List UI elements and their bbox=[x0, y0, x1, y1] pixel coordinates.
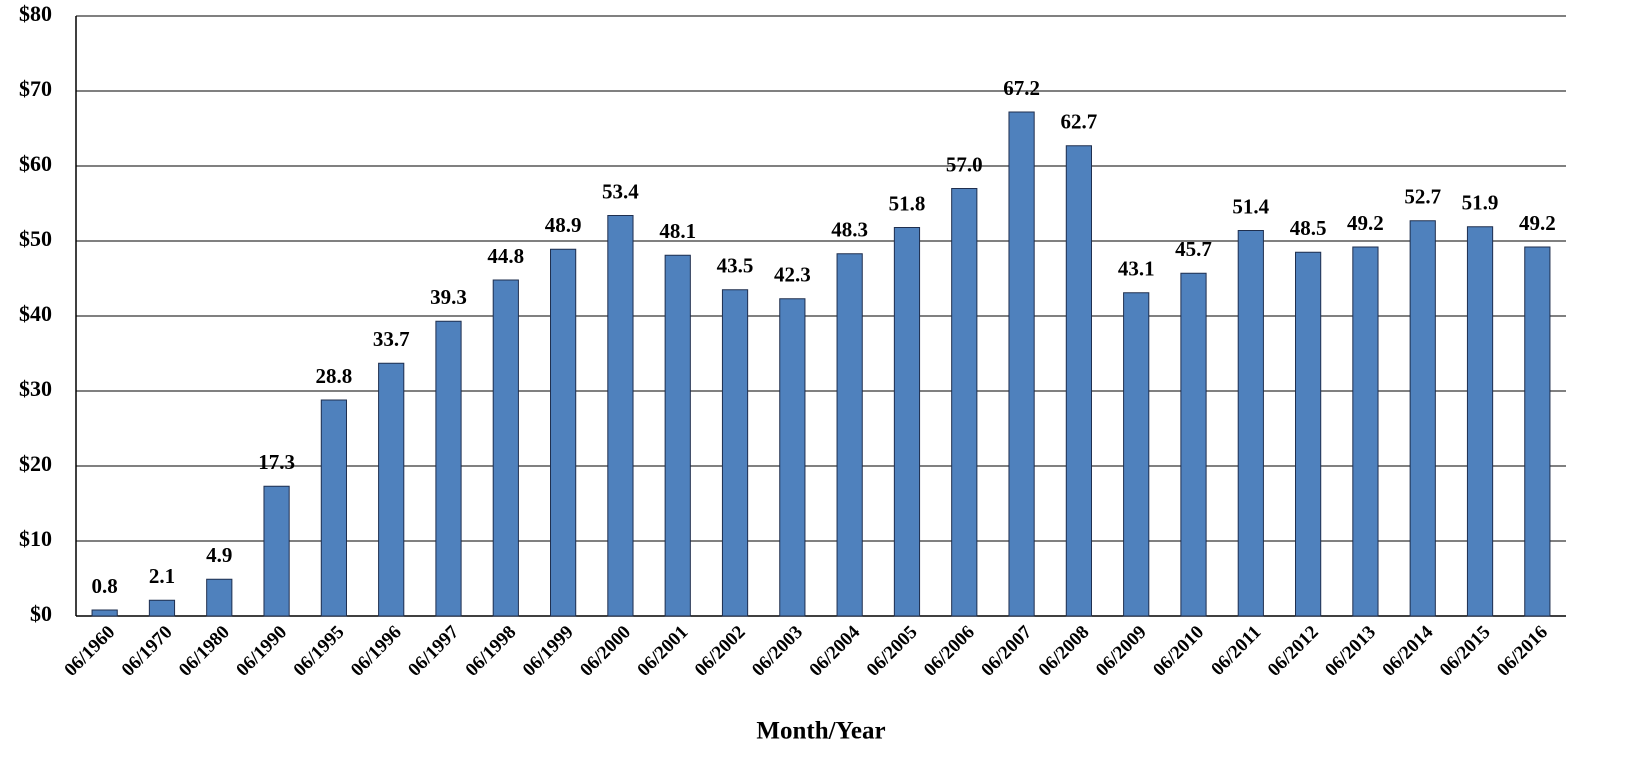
value-label: 43.5 bbox=[717, 254, 754, 278]
value-label: 48.1 bbox=[659, 219, 696, 243]
bar bbox=[1295, 251, 1322, 617]
y-tick-label: $30 bbox=[19, 376, 52, 401]
x-tick-label: 06/2001 bbox=[633, 622, 692, 681]
value-label: 48.3 bbox=[831, 218, 868, 242]
value-label: 0.8 bbox=[92, 574, 118, 598]
bar bbox=[1237, 230, 1264, 617]
x-tick-label: 06/2012 bbox=[1264, 622, 1323, 681]
x-tick-label: 06/2000 bbox=[576, 622, 635, 681]
value-label: 51.9 bbox=[1462, 191, 1499, 215]
bar bbox=[664, 254, 691, 617]
y-tick-label: $80 bbox=[19, 1, 52, 26]
bar bbox=[206, 578, 233, 617]
value-label: 28.8 bbox=[316, 364, 353, 388]
x-tick-label: 06/2009 bbox=[1092, 622, 1151, 681]
value-label: 45.7 bbox=[1175, 237, 1212, 261]
value-label: 62.7 bbox=[1061, 110, 1098, 134]
y-tick-label: $20 bbox=[19, 451, 52, 476]
x-tick-label: 06/2015 bbox=[1436, 622, 1495, 681]
y-tick-label: $10 bbox=[19, 526, 52, 551]
bar bbox=[263, 485, 290, 617]
x-tick-label: 06/2013 bbox=[1321, 622, 1380, 681]
bar bbox=[607, 215, 634, 617]
value-label: 17.3 bbox=[258, 450, 295, 474]
value-label: 53.4 bbox=[602, 179, 639, 203]
x-tick-label: 06/1990 bbox=[232, 622, 291, 681]
x-tick-label: 06/1999 bbox=[519, 622, 578, 681]
value-label: 49.2 bbox=[1347, 211, 1384, 235]
value-label: 33.7 bbox=[373, 327, 410, 351]
x-tick-label: 06/2007 bbox=[977, 621, 1036, 680]
bar bbox=[1352, 246, 1379, 617]
bar bbox=[951, 188, 978, 617]
x-tick-label: 06/2011 bbox=[1207, 622, 1265, 680]
x-tick-label: 06/1980 bbox=[175, 622, 234, 681]
value-label: 52.7 bbox=[1404, 185, 1441, 209]
x-tick-label: 06/1997 bbox=[404, 621, 463, 680]
value-label: 2.1 bbox=[149, 564, 175, 588]
bar bbox=[1180, 272, 1207, 617]
bar bbox=[148, 599, 176, 617]
bar bbox=[721, 289, 749, 617]
bar bbox=[1123, 292, 1150, 617]
value-label: 39.3 bbox=[430, 285, 467, 309]
x-tick-label: 06/2003 bbox=[748, 622, 807, 681]
bar bbox=[550, 248, 577, 617]
y-tick-label: $60 bbox=[19, 151, 52, 176]
x-tick-label: 06/1996 bbox=[347, 622, 406, 681]
value-label: 51.8 bbox=[889, 191, 926, 215]
y-tick-label: $0 bbox=[30, 601, 52, 626]
y-tick-label: $70 bbox=[19, 76, 52, 101]
x-tick-label: 06/2008 bbox=[1035, 622, 1094, 681]
value-label: 57.0 bbox=[946, 152, 983, 176]
value-label: 43.1 bbox=[1118, 257, 1155, 281]
x-tick-label: 06/2002 bbox=[691, 622, 750, 681]
x-tick-label: 06/1970 bbox=[118, 622, 177, 681]
x-tick-label: 06/1995 bbox=[290, 622, 349, 681]
value-label: 49.2 bbox=[1519, 211, 1556, 235]
x-tick-label: 06/2005 bbox=[863, 622, 922, 681]
bar bbox=[492, 279, 519, 617]
bar bbox=[893, 227, 921, 617]
bar bbox=[91, 609, 118, 617]
y-tick-label: $40 bbox=[19, 301, 52, 326]
value-label: 48.5 bbox=[1290, 216, 1327, 240]
x-tick-label: 06/2014 bbox=[1378, 621, 1437, 680]
x-tick-label: 06/2010 bbox=[1149, 622, 1208, 681]
bar bbox=[836, 253, 863, 617]
bar bbox=[1409, 220, 1436, 617]
bar bbox=[779, 298, 806, 617]
value-label: 67.2 bbox=[1003, 76, 1040, 100]
value-label: 51.4 bbox=[1232, 194, 1269, 218]
x-tick-label: 06/1960 bbox=[60, 622, 119, 681]
x-tick-label: 06/2004 bbox=[805, 621, 864, 680]
x-tick-label: 06/2006 bbox=[920, 622, 979, 681]
value-label: 42.3 bbox=[774, 263, 811, 287]
x-tick-label: 06/1998 bbox=[462, 622, 521, 681]
bar bbox=[1524, 246, 1551, 617]
bar bbox=[1065, 145, 1092, 617]
bar bbox=[1466, 226, 1494, 617]
bar bbox=[435, 320, 462, 617]
bar bbox=[1008, 111, 1035, 617]
value-label: 48.9 bbox=[545, 213, 582, 237]
value-label: 4.9 bbox=[206, 543, 232, 567]
bar bbox=[320, 399, 347, 617]
bar bbox=[378, 362, 405, 617]
y-tick-label: $50 bbox=[19, 226, 52, 251]
value-label: 44.8 bbox=[487, 244, 524, 268]
x-axis-title: Month/Year bbox=[756, 718, 885, 745]
x-tick-label: 06/2016 bbox=[1493, 622, 1552, 681]
